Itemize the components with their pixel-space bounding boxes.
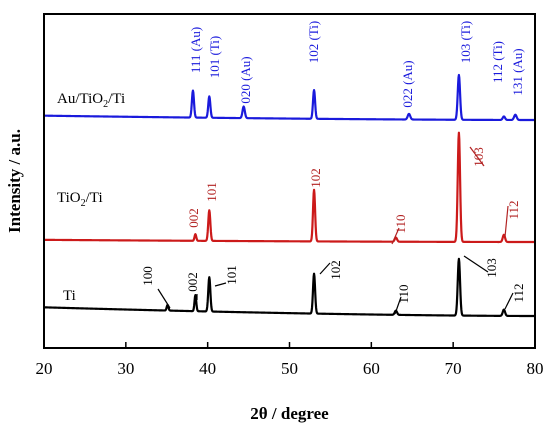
peak-label: 102 [308, 168, 323, 188]
peak-label: 100 [140, 266, 155, 286]
traces [43, 73, 536, 318]
labels: Au/TiO2/Ti 111 (Au) 101 (Ti) 020 (Au) 102 (T… [57, 21, 526, 315]
peak-label: 103 (Ti) [458, 21, 473, 64]
series-name-label: Au/TiO2/Ti [57, 91, 125, 110]
peak-leader-line [394, 296, 402, 315]
x-ticks: 20 30 40 50 60 70 80 [36, 342, 544, 378]
x-tick-label: 50 [281, 359, 298, 378]
peak-label: 102 [328, 260, 343, 280]
x-axis-title: 2θ / degree [250, 404, 329, 423]
series-line [43, 257, 536, 318]
series-line [43, 73, 536, 122]
peak-label: 131 (Au) [510, 48, 525, 95]
x-tick-label: 40 [199, 359, 216, 378]
peak-leader-line [319, 262, 331, 275]
x-tick-label: 70 [445, 359, 462, 378]
series-line [43, 131, 536, 244]
peak-label: 101 [224, 265, 239, 285]
peak-leader-line [469, 146, 485, 167]
peak-label: 102 (Ti) [306, 21, 321, 64]
peak-label: 101 [204, 182, 219, 202]
x-tick-label: 60 [363, 359, 380, 378]
x-tick-label: 30 [117, 359, 134, 378]
series-name-label: Ti [63, 288, 76, 304]
peak-label: 103 [471, 147, 486, 167]
peak-leader-line [463, 255, 489, 273]
peak-label: 112 [506, 200, 521, 219]
peak-label: 002 [185, 272, 200, 292]
peak-label: 112 (Ti) [490, 41, 505, 83]
y-axis-title: Intensity / a.u. [5, 129, 24, 233]
peak-leader-line [504, 292, 514, 310]
x-tick-label: 80 [527, 359, 544, 378]
peak-label: 022 (Au) [400, 60, 415, 107]
peak-label: 002 [186, 208, 201, 228]
x-tick-label: 20 [36, 359, 53, 378]
peak-leader-line [214, 282, 227, 287]
peak-label: 112 [511, 283, 526, 302]
peak-leader-line [504, 205, 509, 238]
peak-leader-line [157, 288, 171, 309]
peak-label: 101 (Ti) [207, 36, 222, 79]
series-name-label: TiO2/Ti [57, 190, 103, 209]
peak-leader-line [391, 227, 400, 245]
peak-label: 110 [396, 284, 411, 303]
peak-label: 020 (Au) [238, 56, 253, 103]
peak-label: 111 (Au) [188, 27, 203, 73]
peak-label: 103 [484, 258, 499, 278]
peak-label: 110 [393, 214, 408, 233]
